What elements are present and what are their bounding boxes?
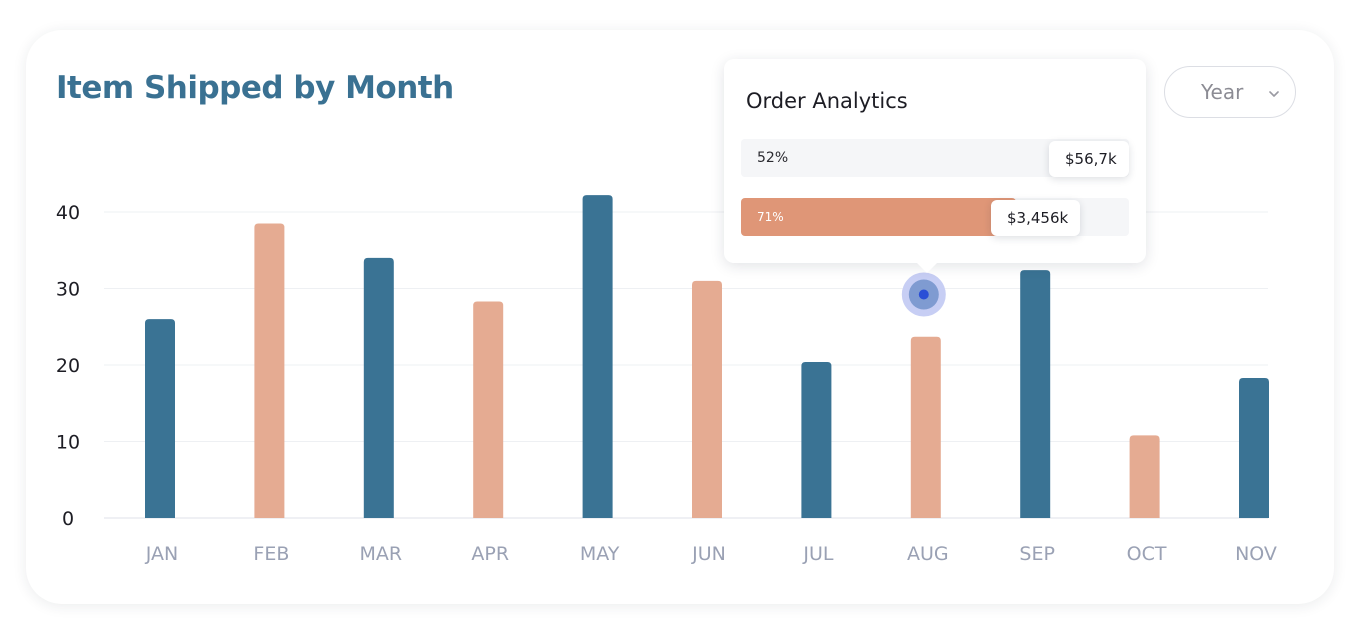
x-tick-label: MAY (580, 543, 620, 565)
analytics-row-1-value: $56,7k (1049, 141, 1129, 177)
bar-nov (1239, 378, 1269, 518)
bar-jun (692, 280, 722, 518)
y-tick-label: 20 (56, 355, 80, 377)
analytics-row-1-percent: 52% (757, 150, 789, 166)
x-tick-label: JUL (802, 543, 834, 565)
bar-mar (363, 257, 394, 518)
x-tick-label: JUN (691, 543, 726, 565)
chart-title: Item Shipped by Month (56, 70, 454, 106)
x-tick-label: JAN (145, 543, 178, 565)
bar-feb (254, 223, 285, 518)
tooltip-title: Order Analytics (746, 89, 908, 113)
x-tick-label: FEB (253, 543, 289, 565)
y-tick-label: 10 (56, 432, 80, 454)
analytics-row-1: 52% $56,7k (741, 139, 1129, 177)
analytics-row-2-fill (741, 198, 1017, 236)
x-tick-label: APR (471, 543, 509, 565)
analytics-row-2-percent: 71% (757, 210, 784, 224)
y-tick-label: 40 (56, 202, 80, 224)
order-analytics-tooltip: Order Analytics 52% $56,7k 71% $3,456k (724, 59, 1146, 273)
hover-marker-dot (918, 289, 929, 300)
bar-aug (910, 336, 941, 518)
y-tick-label: 0 (62, 508, 74, 530)
analytics-row-1-fill (741, 139, 943, 177)
bar-apr (473, 301, 504, 518)
period-dropdown[interactable]: Year (1164, 66, 1296, 118)
x-tick-label: NOV (1235, 543, 1277, 565)
bar-oct (1129, 435, 1160, 518)
period-dropdown-label: Year (1201, 80, 1244, 104)
bar-jul (801, 361, 832, 518)
bar-sep (1020, 270, 1051, 518)
x-tick-label: MAR (360, 543, 403, 565)
x-tick-label: SEP (1019, 543, 1055, 565)
analytics-row-2: 71% $3,456k (741, 198, 1129, 236)
x-tick-label: OCT (1127, 543, 1167, 565)
chevron-down-icon (1269, 91, 1279, 97)
bar-jan (145, 319, 175, 518)
tooltip-pointer (917, 263, 937, 273)
bar-may (582, 195, 613, 519)
analytics-row-2-value: $3,456k (991, 200, 1081, 236)
x-tick-label: AUG (907, 543, 949, 565)
y-tick-label: 30 (56, 279, 80, 301)
